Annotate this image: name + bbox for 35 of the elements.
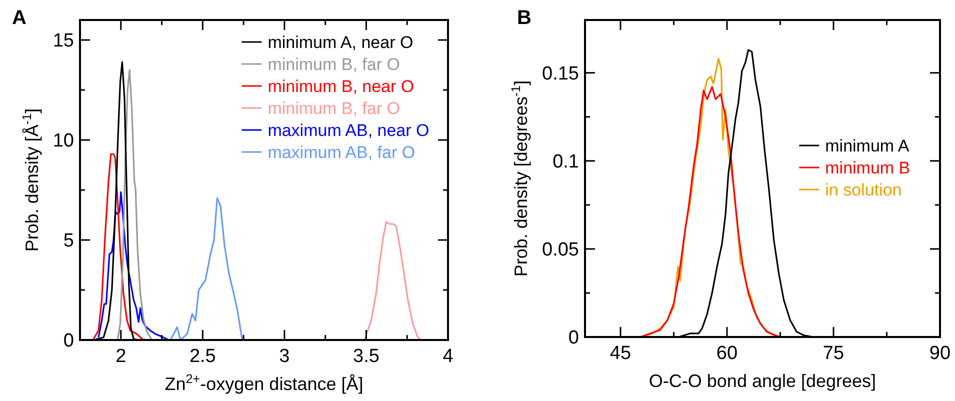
x-tick-label: 2.5 [189, 346, 216, 367]
x-tick-label: 3.5 [353, 346, 380, 367]
y-tick-label: 15 [52, 30, 74, 52]
x-tick-label: 2 [116, 346, 126, 367]
y-tick-label: 0.05 [542, 240, 579, 261]
y-tick-label: 0 [63, 330, 74, 352]
legend-label: maximum AB, far O [268, 142, 416, 162]
x-axis-title: O-C-O bond angle [degrees] [648, 371, 876, 391]
text: A [12, 7, 26, 29]
x-tick-label: 3 [279, 346, 290, 367]
y-tick-label: 0 [568, 328, 579, 349]
legend-label: minimum A [825, 136, 910, 156]
x-tick-label: 45 [610, 343, 632, 364]
legend-label: minimum B, near O [268, 76, 414, 96]
legend-label: in solution [825, 180, 902, 200]
line-series [92, 153, 148, 341]
x-tick-label: 75 [822, 343, 844, 364]
legend-label: minimum B, far O [268, 98, 400, 118]
legend-label: minimum B [825, 158, 910, 178]
x-axis-title: Zn$^{2+}$-oxygen distance [Å] [164, 372, 364, 394]
line-series [364, 221, 422, 341]
line-series [98, 191, 170, 341]
legend-label: maximum AB, near O [268, 120, 430, 140]
line-series [116, 69, 153, 341]
y-tick-label: 0.15 [542, 63, 579, 84]
y-tick-label: 10 [52, 130, 74, 152]
x-tick-label: 90 [929, 343, 951, 364]
x-tick-label: 4 [442, 346, 454, 367]
x-tick-label: 60 [716, 343, 738, 364]
legend-label: minimum A, near O [268, 32, 414, 52]
text: B [517, 7, 532, 29]
y-tick-label: 0.1 [552, 152, 579, 173]
line-series [170, 197, 244, 341]
legend-label: minimum B, far O [268, 54, 400, 74]
y-tick-label: 5 [63, 230, 74, 252]
